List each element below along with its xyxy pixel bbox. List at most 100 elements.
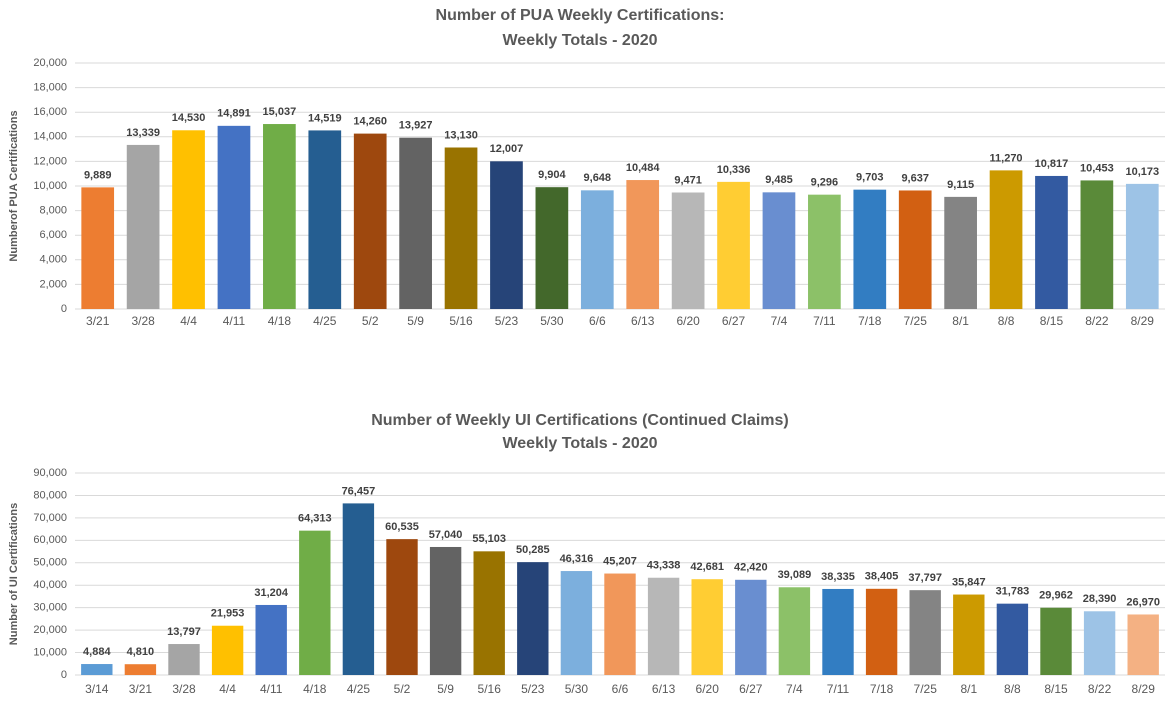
bar — [255, 604, 287, 675]
x-tick-label: 7/18 — [870, 682, 894, 696]
bar — [604, 573, 636, 675]
bar — [172, 130, 205, 309]
data-label: 14,260 — [353, 116, 387, 128]
bar — [898, 190, 932, 309]
x-tick-label: 6/20 — [676, 314, 700, 328]
data-label: 13,339 — [126, 127, 160, 139]
x-tick-label: 7/4 — [786, 682, 803, 696]
bar — [490, 161, 523, 309]
y-tick-label: 40,000 — [33, 579, 67, 591]
bar — [211, 625, 244, 675]
bar — [473, 551, 505, 675]
x-tick-label: 4/4 — [219, 682, 236, 696]
x-tick-label: 5/16 — [478, 682, 502, 696]
y-axis-label: Number of UI Certifications — [8, 503, 20, 645]
data-label: 38,405 — [865, 571, 899, 583]
x-tick-label: 7/11 — [813, 314, 836, 328]
data-label: 38,335 — [821, 571, 855, 583]
data-label: 13,927 — [399, 120, 433, 132]
data-label: 9,648 — [584, 172, 612, 184]
data-label: 26,970 — [1126, 596, 1160, 608]
x-tick-label: 4/11 — [260, 682, 283, 696]
y-tick-label: 20,000 — [33, 57, 67, 69]
data-label: 10,336 — [717, 164, 751, 176]
data-label: 14,891 — [217, 108, 251, 120]
y-tick-label: 20,000 — [33, 624, 67, 636]
data-label: 55,103 — [472, 533, 506, 545]
data-label: 4,884 — [83, 646, 111, 658]
y-tick-label: 10,000 — [33, 180, 67, 192]
bar — [1040, 607, 1072, 675]
data-label: 42,681 — [690, 561, 724, 573]
x-tick-label: 5/23 — [495, 314, 519, 328]
y-tick-label: 50,000 — [33, 557, 67, 569]
y-tick-label: 60,000 — [33, 534, 67, 546]
bar — [1080, 180, 1114, 309]
bar — [81, 664, 113, 675]
x-tick-label: 6/27 — [722, 314, 746, 328]
x-tick-label: 8/1 — [952, 314, 969, 328]
data-label: 31,204 — [254, 587, 289, 599]
data-label: 37,797 — [908, 572, 942, 584]
bar — [691, 579, 723, 675]
data-label: 9,703 — [856, 172, 884, 184]
x-tick-label: 5/23 — [521, 682, 545, 696]
x-tick-label: 8/29 — [1131, 314, 1155, 328]
bar — [580, 190, 614, 309]
bar — [1083, 611, 1116, 675]
x-tick-label: 8/8 — [1004, 682, 1021, 696]
y-tick-label: 4,000 — [39, 254, 67, 266]
bar — [822, 588, 854, 675]
y-tick-label: 90,000 — [33, 467, 67, 479]
x-tick-label: 4/25 — [313, 314, 337, 328]
data-label: 10,173 — [1125, 166, 1159, 178]
x-tick-label: 7/11 — [827, 682, 850, 696]
data-label: 28,390 — [1083, 593, 1117, 605]
x-tick-label: 8/8 — [998, 314, 1015, 328]
bar — [217, 125, 251, 309]
data-label: 14,519 — [308, 112, 342, 124]
x-tick-label: 4/18 — [268, 314, 292, 328]
x-tick-label: 8/29 — [1132, 682, 1156, 696]
data-label: 29,962 — [1039, 590, 1073, 602]
bar — [989, 170, 1023, 309]
data-label: 43,338 — [647, 560, 681, 572]
data-label: 9,637 — [901, 172, 929, 184]
data-label: 9,296 — [811, 177, 839, 189]
bar — [560, 571, 593, 675]
x-tick-label: 3/28 — [172, 682, 196, 696]
x-tick-label: 8/22 — [1085, 314, 1109, 328]
data-label: 50,285 — [516, 544, 550, 556]
x-tick-label: 4/18 — [303, 682, 327, 696]
x-tick-label: 5/2 — [362, 314, 379, 328]
x-tick-label: 4/11 — [223, 314, 246, 328]
x-tick-label: 8/15 — [1044, 682, 1068, 696]
data-label: 13,797 — [167, 626, 201, 638]
data-label: 9,471 — [674, 174, 702, 186]
chart-title: Weekly Totals - 2020 — [502, 435, 657, 452]
bar — [808, 194, 841, 309]
x-tick-label: 5/9 — [437, 682, 454, 696]
x-tick-label: 6/6 — [589, 314, 606, 328]
y-tick-label: 18,000 — [33, 82, 67, 94]
x-tick-label: 4/25 — [347, 682, 371, 696]
x-tick-label: 5/2 — [394, 682, 411, 696]
bar — [996, 603, 1029, 675]
x-tick-label: 6/20 — [696, 682, 720, 696]
y-tick-label: 8,000 — [39, 205, 67, 217]
x-tick-label: 7/4 — [771, 314, 788, 328]
x-tick-label: 6/27 — [739, 682, 763, 696]
bar — [1125, 183, 1159, 309]
bar — [953, 594, 985, 675]
bar — [299, 530, 331, 675]
bar — [399, 137, 432, 309]
x-tick-label: 8/15 — [1040, 314, 1064, 328]
x-tick-label: 5/30 — [540, 314, 564, 328]
x-tick-label: 5/9 — [407, 314, 424, 328]
x-tick-label: 7/25 — [914, 682, 938, 696]
bar — [444, 147, 478, 309]
bar — [1035, 175, 1068, 309]
bar — [717, 181, 750, 309]
y-tick-label: 2,000 — [39, 278, 67, 290]
bar — [308, 130, 342, 309]
